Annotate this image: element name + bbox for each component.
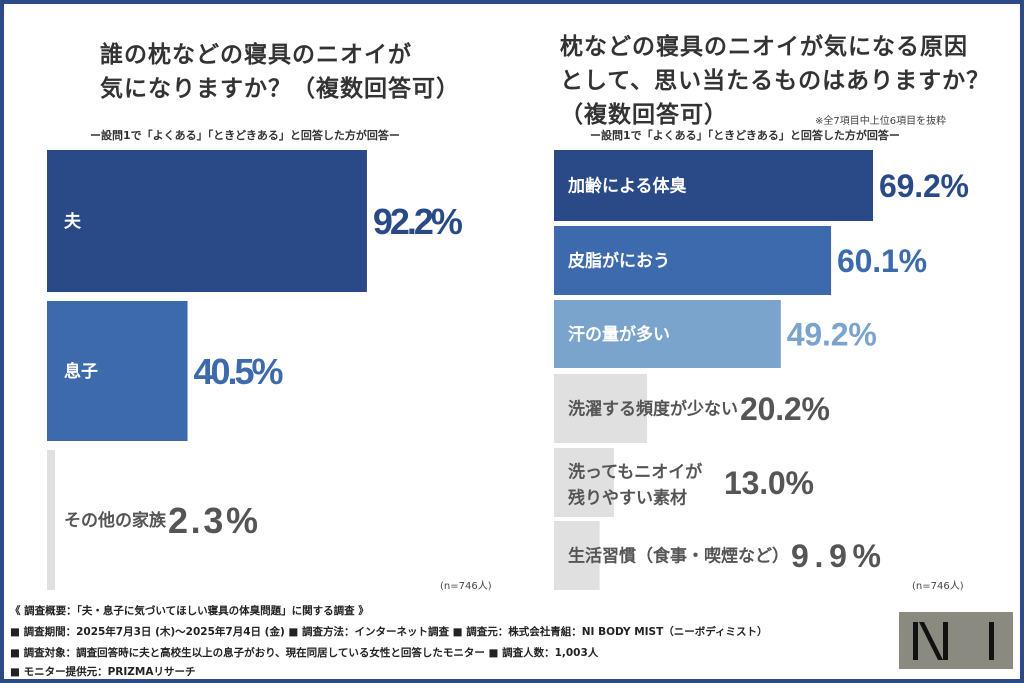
category-label-2-2: 皮脂がにおう xyxy=(568,251,670,272)
right-chart-n-note: (n=746人) xyxy=(912,581,964,592)
category-label-1-2: 息子 xyxy=(64,361,98,382)
left-chart-subtitle: ー設問1で「よくある」「ときどきある」と回答した方が回答ー xyxy=(90,129,400,142)
left-title-line2: 気になりますか？（複数回答可） xyxy=(100,76,460,102)
category-label-1-1: 夫 xyxy=(64,211,82,232)
footer-survey-overview: 《 調査概要：「夫・息子に気づいてほしい寝具の体臭問題」に関する調査 》 xyxy=(10,605,369,617)
right-chart-annotation: ※全7項目中上位6項目を抜粋 xyxy=(815,116,947,127)
value-label-1-3: 2.3% xyxy=(168,500,258,541)
right-chart-subtitle: ー設問1で「よくある」「ときどきある」と回答した方が回答ー xyxy=(590,129,900,142)
value-label-1-1: 92.2% xyxy=(373,201,463,242)
value-label-2-3: 49.2% xyxy=(787,317,877,353)
right-title-line1: 枕などの寝具のニオイが気になる原因 xyxy=(560,34,968,60)
bar-2-1 xyxy=(554,150,874,221)
right-chart-title: 枕などの寝具のニオイが気になる原因 として、思い当たるものはありますか？ （複数… xyxy=(560,30,990,132)
right-title-line3: （複数回答可） xyxy=(560,102,728,128)
ni-logo xyxy=(899,612,1013,669)
value-label-2-4: 20.2% xyxy=(740,391,830,427)
category-label-1-3: その他の家族 xyxy=(64,510,167,531)
bar-2-2 xyxy=(554,226,832,295)
bar-2-6 xyxy=(554,521,600,590)
bar-2-3 xyxy=(554,300,781,368)
category-label-2-3: 汗の量が多い xyxy=(568,324,670,345)
left-title-line1: 誰の枕などの寝具のニオイが xyxy=(100,42,412,68)
value-label-1-2: 40.5% xyxy=(194,351,284,392)
value-label-2-2: 60.1% xyxy=(837,243,927,279)
bar-2-4 xyxy=(554,374,648,443)
category-label-2-1: 加齢による体臭 xyxy=(567,176,687,197)
bar-1-2 xyxy=(47,301,188,441)
ni-logo-mark xyxy=(913,622,994,660)
bar-1-3 xyxy=(47,450,55,590)
footer-survey-period: ■ 調査期間：2025年7月3日 (木)～2025年7月4日 (金) ■ 調査方… xyxy=(10,626,768,638)
value-label-2-1: 69.2% xyxy=(879,168,969,204)
bar-1-1 xyxy=(47,150,367,292)
right-title-line2: として、思い当たるものはありますか？ xyxy=(560,68,991,94)
value-label-2-6: 9.9% xyxy=(791,538,881,574)
category-label-2-5: 洗ってもニオイが残りやすい素材 xyxy=(568,462,702,509)
bar-2-5 xyxy=(554,448,614,517)
left-chart-title: 誰の枕などの寝具のニオイが 気になりますか？（複数回答可） xyxy=(100,38,460,106)
footer-monitor-provider: ■ モニター提供元：PRIZMAリサーチ xyxy=(10,666,196,678)
value-label-2-5: 13.0% xyxy=(724,465,814,501)
footer-survey-target: ■ 調査対象：調査回答時に夫と高校生以上の息子がおり、現在同居している女性と回答… xyxy=(10,647,599,659)
category-label-2-6: 生活習慣（食事・喫煙など） xyxy=(568,546,789,567)
left-chart-n-note: (n=746人) xyxy=(440,581,492,592)
category-label-2-4: 洗濯する頻度が少ない xyxy=(568,399,738,420)
